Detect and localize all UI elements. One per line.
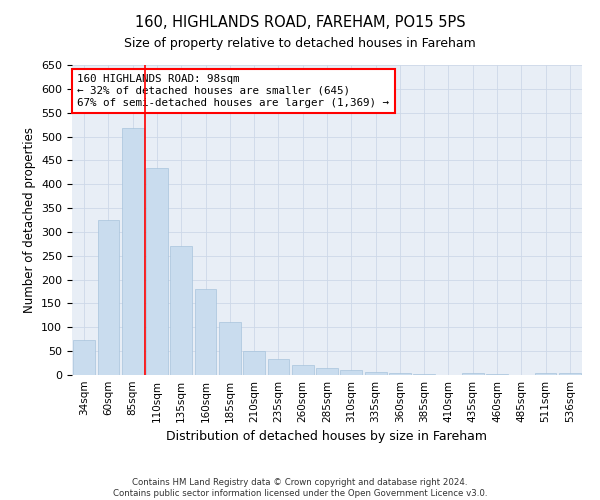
Bar <box>486 374 508 375</box>
Bar <box>268 359 289 375</box>
Bar <box>316 368 338 375</box>
Bar <box>462 372 484 375</box>
Bar <box>146 168 168 375</box>
Y-axis label: Number of detached properties: Number of detached properties <box>23 127 35 313</box>
Text: 160, HIGHLANDS ROAD, FAREHAM, PO15 5PS: 160, HIGHLANDS ROAD, FAREHAM, PO15 5PS <box>134 15 466 30</box>
Bar <box>219 322 241 375</box>
Bar <box>73 340 95 375</box>
Bar <box>535 372 556 375</box>
Bar <box>97 220 119 375</box>
Bar <box>194 289 217 375</box>
Bar <box>170 246 192 375</box>
Bar <box>243 351 265 375</box>
Bar <box>365 372 386 375</box>
Bar <box>559 373 581 375</box>
Bar <box>122 128 143 375</box>
Bar <box>340 370 362 375</box>
Text: Contains HM Land Registry data © Crown copyright and database right 2024.
Contai: Contains HM Land Registry data © Crown c… <box>113 478 487 498</box>
Bar <box>413 374 435 375</box>
Text: 160 HIGHLANDS ROAD: 98sqm
← 32% of detached houses are smaller (645)
67% of semi: 160 HIGHLANDS ROAD: 98sqm ← 32% of detac… <box>77 74 389 108</box>
Bar <box>292 364 314 375</box>
Text: Size of property relative to detached houses in Fareham: Size of property relative to detached ho… <box>124 38 476 51</box>
X-axis label: Distribution of detached houses by size in Fareham: Distribution of detached houses by size … <box>167 430 487 444</box>
Bar <box>389 373 411 375</box>
